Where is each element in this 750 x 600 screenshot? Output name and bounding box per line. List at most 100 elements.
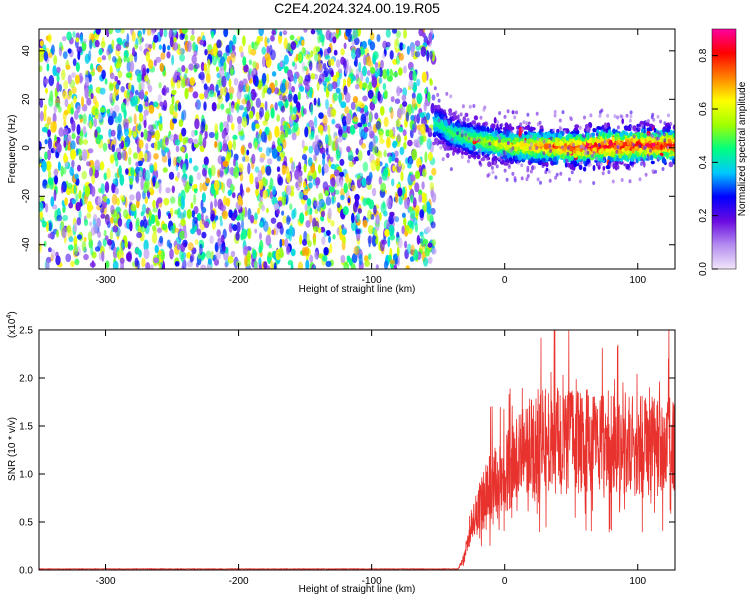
heatmap-cell	[254, 166, 260, 173]
heatmap-cell	[287, 128, 292, 135]
heatmap-cell	[464, 151, 469, 156]
heatmap-cell	[60, 185, 64, 194]
heatmap-cell	[209, 90, 214, 98]
heatmap-cell	[310, 29, 316, 35]
heatmap-cell	[438, 111, 441, 117]
heatmap-cell	[405, 265, 410, 269]
heatmap-cell	[232, 134, 238, 140]
heatmap-cell	[227, 189, 232, 197]
heatmap-cell	[210, 201, 213, 212]
heatmap-cell	[341, 228, 347, 235]
heatmap-cell	[181, 146, 186, 153]
heatmap-cell	[392, 29, 397, 34]
heatmap-cell	[367, 224, 374, 235]
heatmap-cell	[322, 114, 328, 127]
heatmap-cell	[103, 229, 107, 237]
heatmap-cell	[181, 252, 184, 263]
heatmap-cell	[153, 161, 158, 172]
heatmap-cell	[224, 167, 228, 174]
heatmap-cell	[545, 132, 551, 139]
heatmap-cell	[416, 92, 423, 105]
heatmap-cell	[232, 139, 236, 151]
heatmap-cell	[490, 135, 494, 142]
heatmap-cell	[172, 118, 178, 124]
heatmap-cell	[361, 177, 367, 187]
heatmap-cell	[107, 138, 111, 145]
heatmap-cell	[90, 63, 93, 71]
heatmap-cell	[204, 164, 208, 171]
heatmap-cell	[368, 171, 373, 179]
heatmap-cell	[297, 261, 303, 269]
heatmap-cell	[200, 264, 207, 269]
heatmap-cell	[352, 75, 356, 82]
heatmap-cell	[174, 102, 178, 113]
heatmap-cell	[340, 48, 345, 56]
heatmap-cell	[524, 125, 528, 130]
heatmap-cell	[192, 218, 195, 230]
heatmap-cell	[483, 138, 486, 143]
heatmap-cell	[309, 254, 314, 263]
heatmap-cell	[401, 212, 406, 218]
heatmap-cell	[338, 92, 342, 104]
heatmap-cell	[112, 92, 117, 102]
heatmap-cell	[412, 70, 417, 82]
heatmap-cell	[122, 149, 127, 161]
heatmap-cell	[271, 229, 275, 235]
heatmap-cell	[249, 172, 254, 185]
heatmap-cell	[47, 137, 53, 150]
heatmap-cell	[266, 87, 272, 95]
heatmap-cell	[94, 159, 101, 171]
heatmap-cell	[109, 229, 113, 241]
heatmap-cell	[162, 167, 168, 173]
heatmap-cell	[128, 127, 132, 139]
heatmap-cell	[187, 86, 194, 93]
heatmap-cell	[68, 202, 74, 209]
heatmap-cell	[218, 67, 225, 79]
heatmap-cell	[74, 110, 79, 120]
heatmap-cell	[434, 113, 438, 118]
heatmap-cell	[423, 202, 428, 213]
heatmap-cell	[230, 250, 236, 258]
heatmap-cell	[464, 112, 469, 117]
heatmap-cell	[68, 90, 72, 97]
heatmap-cell	[158, 182, 162, 194]
heatmap-cell	[660, 143, 663, 150]
heatmap-cell	[371, 95, 378, 105]
heatmap-cell	[429, 50, 433, 60]
heatmap-cell	[286, 245, 291, 255]
heatmap-cell	[82, 139, 89, 145]
heatmap-cell	[279, 31, 283, 37]
heatmap-cell	[56, 75, 60, 82]
heatmap-cell	[460, 138, 466, 145]
heatmap-cell	[196, 228, 202, 236]
heatmap-cell	[263, 261, 268, 269]
heatmap-cell	[143, 119, 147, 129]
heatmap-cell	[106, 48, 111, 56]
heatmap-cell	[284, 238, 289, 248]
heatmap-cell	[343, 261, 350, 269]
heatmap-cell	[117, 70, 123, 79]
heatmap-cell	[343, 58, 347, 70]
heatmap-cell	[377, 150, 383, 159]
heatmap-cell	[335, 148, 341, 161]
heatmap-cell	[407, 243, 412, 254]
heatmap-cell	[380, 105, 385, 116]
heatmap-cell	[573, 153, 578, 159]
heatmap-cell	[408, 80, 414, 90]
heatmap-cell	[286, 171, 291, 184]
heatmap-cell	[193, 183, 198, 189]
heatmap-cell	[97, 112, 102, 121]
heatmap-cell	[390, 96, 395, 103]
heatmap-cell	[382, 69, 388, 80]
heatmap-cell	[228, 209, 233, 219]
heatmap-cell	[180, 195, 185, 206]
heatmap-cell	[255, 111, 260, 121]
heatmap-cell	[362, 95, 368, 102]
heatmap-cell	[53, 105, 57, 114]
heatmap-cell	[241, 98, 247, 105]
heatmap-cell	[429, 182, 435, 191]
heatmap-cell	[320, 226, 326, 233]
heatmap-cell	[357, 208, 362, 214]
heatmap-cell	[625, 131, 628, 135]
heatmap-cell	[269, 177, 274, 190]
